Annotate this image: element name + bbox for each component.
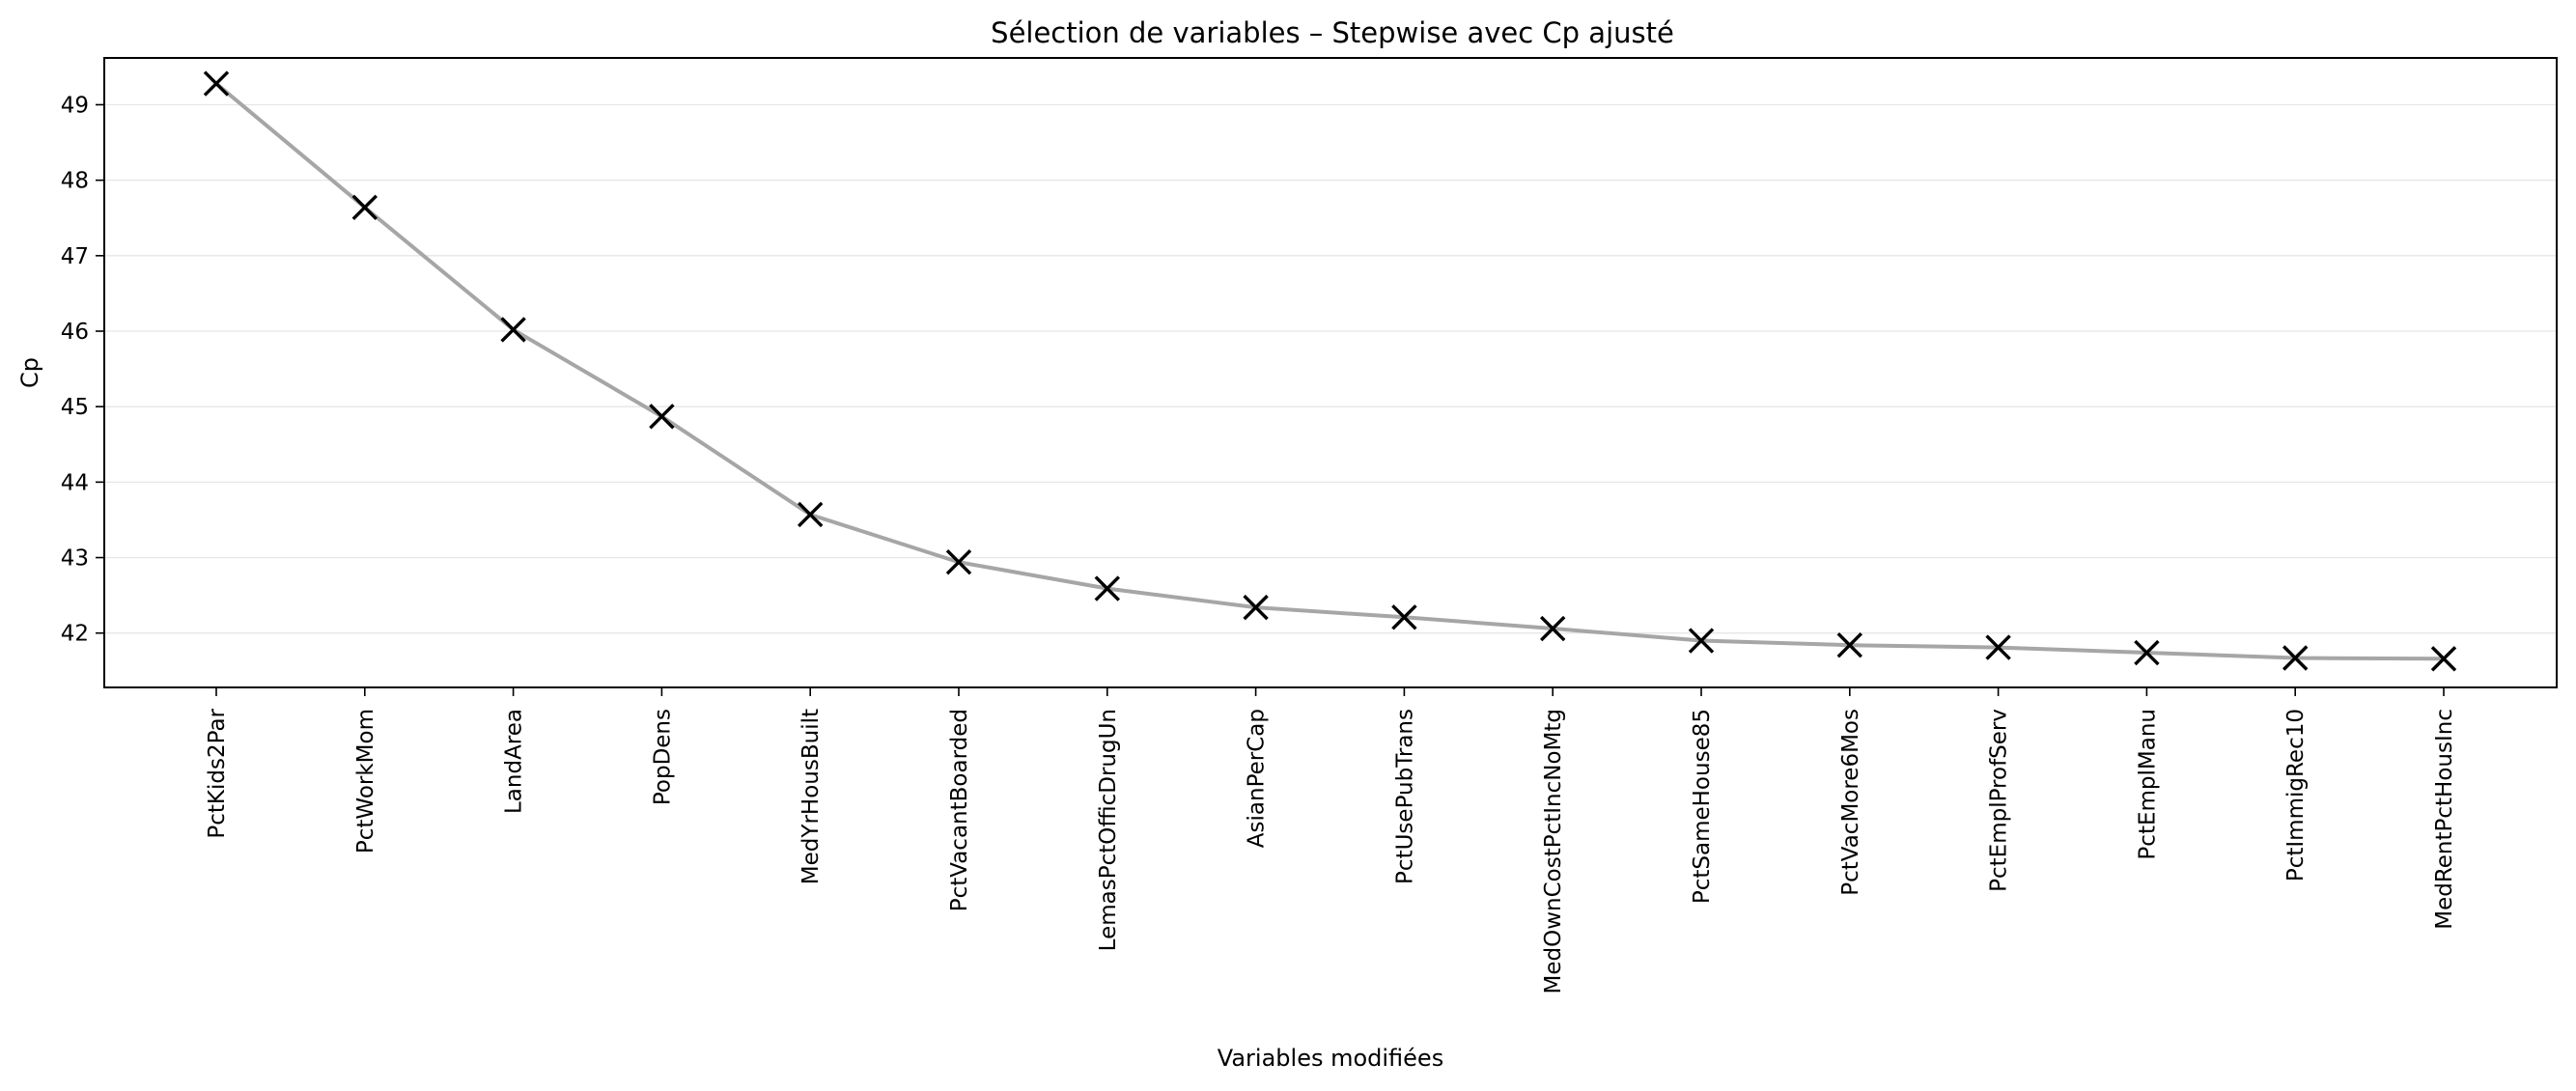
x-tick-label: PctKids2Par xyxy=(205,708,230,838)
data-point-marker xyxy=(351,194,378,220)
y-tick-label: 46 xyxy=(61,320,89,345)
x-tick-label: MedRentPctHousInc xyxy=(2432,709,2457,930)
series-layer xyxy=(214,81,2446,661)
data-point-marker xyxy=(2282,645,2309,671)
data-point-marker xyxy=(1836,632,1863,658)
y-axis-label: Cp xyxy=(16,357,43,388)
data-point-marker xyxy=(1094,575,1121,601)
x-tick-label: PctVacMore6Mos xyxy=(1838,709,1863,896)
y-axis-ticks: 42 43 44 45 46 47 48 49 xyxy=(61,93,104,647)
x-tick-label: PctSameHouse85 xyxy=(1690,709,1715,904)
x-tick-label: AsianPerCap xyxy=(1245,709,1270,848)
y-tick-label: 44 xyxy=(61,470,89,495)
x-tick-label: PctVacantBoarded xyxy=(947,709,972,911)
x-tick-label: PctWorkMom xyxy=(353,709,378,853)
x-tick-label: MedOwnCostPctIncNoMtg xyxy=(1541,709,1566,994)
data-point-marker xyxy=(1391,604,1417,630)
x-axis-ticks: PctKids2Par PctWorkMom LandArea PopDens MedY… xyxy=(205,687,2457,994)
data-point-marker xyxy=(797,501,824,528)
y-tick-label: 42 xyxy=(61,622,89,647)
data-point-marker xyxy=(1243,594,1269,621)
y-tick-label: 43 xyxy=(61,546,89,572)
x-tick-label: PctEmplManu xyxy=(2135,709,2160,860)
marker-layer xyxy=(203,70,2457,672)
y-tick-label: 48 xyxy=(61,169,89,194)
axes-frame xyxy=(103,57,2558,688)
y-tick-label: 45 xyxy=(61,395,89,420)
x-axis-label: Variables modifiées xyxy=(1218,1045,1443,1072)
data-point-marker xyxy=(2134,639,2160,666)
data-point-marker xyxy=(1539,615,1566,642)
x-tick-label: PopDens xyxy=(650,709,675,805)
y-tick-label: 47 xyxy=(61,244,89,269)
data-point-marker xyxy=(1985,634,2011,660)
chart-title: Sélection de variables – Stepwise avec C… xyxy=(991,16,1674,49)
data-point-marker xyxy=(1688,628,1715,654)
data-point-marker xyxy=(500,317,526,343)
x-tick-label: PctImmigRec10 xyxy=(2283,709,2309,881)
x-tick-label: MedYrHousBuilt xyxy=(798,709,824,884)
y-tick-label: 49 xyxy=(61,93,89,118)
series-line xyxy=(214,81,2446,661)
data-point-marker xyxy=(945,549,972,575)
data-point-marker xyxy=(203,70,230,97)
grid-lines xyxy=(104,103,2557,634)
data-point-marker xyxy=(2430,646,2457,672)
x-tick-label: PctEmplProfServ xyxy=(1987,709,2012,892)
x-tick-label: PctUsePubTrans xyxy=(1392,709,1417,884)
data-point-marker xyxy=(649,404,675,430)
x-tick-label: LemasPctOfficDrugUn xyxy=(1096,709,1121,951)
x-tick-label: LandArea xyxy=(502,709,527,814)
